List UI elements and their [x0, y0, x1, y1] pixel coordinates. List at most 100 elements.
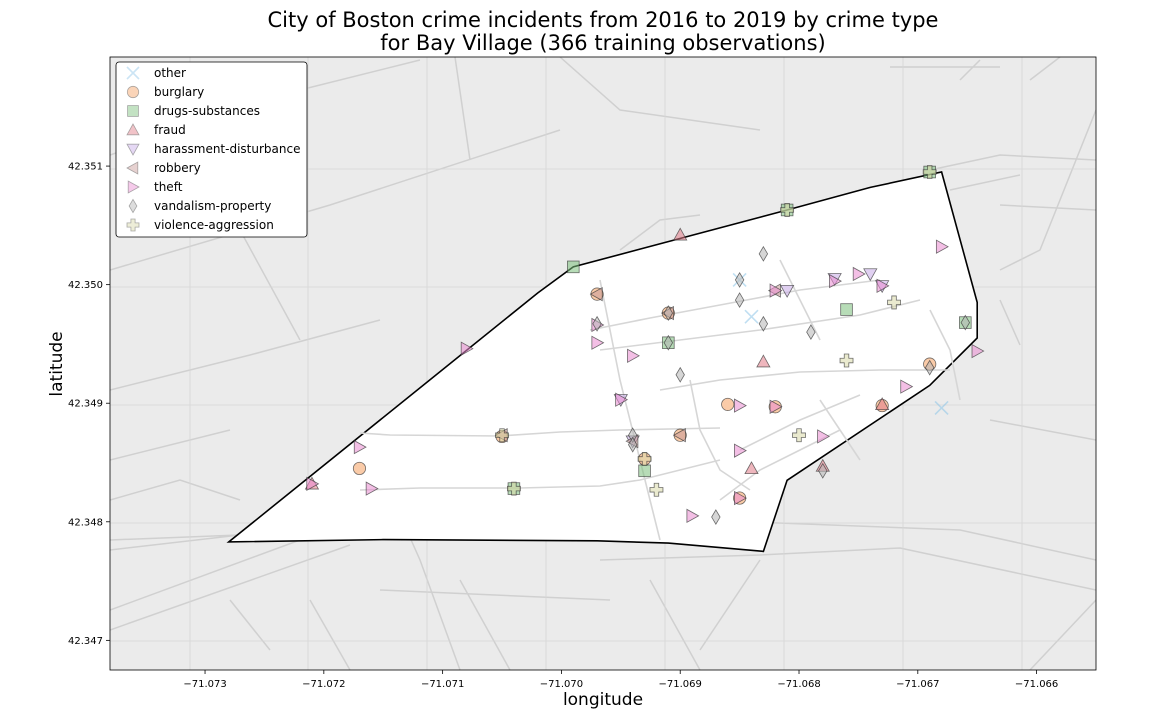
- chart-title-line2: for Bay Village (366 training observatio…: [380, 31, 825, 55]
- point-violence-aggression-8: [495, 428, 509, 443]
- point-drugs-substances-2: [840, 303, 853, 316]
- x-tick-label: −71.066: [1015, 679, 1058, 690]
- point-fraud-3: [673, 227, 688, 241]
- point-theft-11: [353, 439, 367, 455]
- legend-label-drugs-substances: drugs-substances: [154, 104, 260, 118]
- point-other-1: [744, 309, 759, 324]
- x-axis-ticks: −71.073 −71.072 −71.071 −71.070 −71.069 −71.0…: [183, 670, 1058, 690]
- point-fraud-1: [744, 461, 759, 475]
- point-violence-aggression-1: [922, 165, 937, 179]
- x-tick-label: −71.069: [659, 679, 702, 690]
- legend-marker-other: [126, 66, 140, 80]
- point-burglary-0: [352, 461, 367, 476]
- x-axis-label: longitude: [563, 690, 643, 710]
- point-vandalism-property-12: [663, 334, 674, 351]
- x-tick-label: −71.073: [183, 679, 226, 690]
- point-vandalism-property-9: [628, 436, 638, 453]
- legend-label-harassment-disturbance: harassment-disturbance: [154, 142, 300, 156]
- point-theft-14: [686, 508, 700, 524]
- point-theft-7: [817, 429, 831, 444]
- point-other-2: [934, 400, 949, 416]
- point-theft-12: [365, 481, 379, 496]
- point-theft-17: [876, 278, 890, 294]
- y-axis-ticks: 42.347 42.348 42.349 42.350 42.351: [68, 162, 110, 647]
- point-theft-19: [829, 273, 842, 289]
- point-harassment-disturbance-1: [863, 268, 878, 282]
- legend-marker-drugs-substances: [127, 105, 139, 117]
- point-theft-5: [734, 443, 747, 458]
- y-tick-label: 42.347: [68, 636, 103, 647]
- point-theft-2: [615, 392, 629, 407]
- point-robbery-1: [672, 428, 686, 443]
- y-axis-label: latitude: [47, 331, 67, 396]
- point-vandalism-property-7: [675, 366, 685, 383]
- point-robbery-5: [589, 286, 603, 302]
- legend-label-vandalism-property: vandalism-property: [154, 199, 271, 213]
- x-tick-label: −71.071: [421, 679, 464, 690]
- point-theft-9: [971, 343, 985, 359]
- point-fraud-0: [756, 354, 771, 368]
- axes-frame: [109, 56, 1097, 671]
- legend-marker-violence-aggression: [126, 218, 140, 232]
- point-violence-aggression-4: [649, 482, 664, 497]
- legend-marker-burglary: [126, 85, 140, 99]
- legend-label-fraud: fraud: [154, 123, 186, 137]
- y-tick-label: 42.349: [68, 399, 103, 410]
- point-violence-aggression-7: [887, 295, 901, 310]
- point-theft-16: [769, 283, 783, 298]
- point-vandalism-property-5: [924, 359, 935, 376]
- legend-marker-vandalism-property: [128, 198, 138, 214]
- point-theft-1: [591, 335, 605, 350]
- x-tick-label: −71.072: [302, 679, 345, 690]
- x-tick-label: −71.068: [777, 679, 820, 690]
- bay-village-boundary: [226, 171, 979, 553]
- point-theft-3: [627, 348, 641, 363]
- point-theft-10: [935, 239, 949, 254]
- point-theft-8: [900, 379, 914, 394]
- point-vandalism-property-1: [734, 271, 745, 288]
- legend-label-theft: theft: [154, 180, 183, 194]
- point-violence-aggression-6: [839, 353, 854, 368]
- legend-marker-robbery: [126, 161, 139, 175]
- point-violence-aggression-5: [792, 428, 806, 443]
- point-theft-0: [460, 341, 474, 356]
- y-tick-label: 42.348: [68, 517, 103, 528]
- point-vandalism-property-13: [818, 462, 828, 479]
- point-burglary-9: [721, 397, 735, 411]
- y-tick-label: 42.351: [68, 162, 103, 173]
- point-theft-6: [769, 399, 783, 414]
- legend-label-other: other: [154, 66, 186, 80]
- legend-marker-fraud: [126, 123, 140, 136]
- legend: other burglary drugs-substances fraud harass…: [115, 61, 308, 238]
- point-drugs-substances-4: [567, 260, 580, 274]
- x-tick-label: −71.067: [896, 679, 939, 690]
- point-harassment-disturbance-0: [779, 284, 795, 298]
- point-vandalism-property-10: [592, 315, 602, 332]
- point-theft-13: [306, 476, 320, 492]
- point-vandalism-property-0: [758, 245, 769, 262]
- point-vandalism-property-14: [960, 314, 971, 331]
- x-tick-label: −71.070: [540, 679, 583, 690]
- point-drugs-substances-0: [638, 464, 651, 478]
- legend-marker-harassment-disturbance: [126, 143, 140, 156]
- legend-box: [115, 61, 308, 238]
- legend-label-robbery: robbery: [154, 161, 201, 175]
- point-violence-aggression-2: [507, 481, 521, 496]
- point-theft-4: [734, 398, 747, 413]
- legend-marker-theft: [127, 180, 140, 194]
- point-theft-20: [734, 490, 747, 506]
- point-vandalism-property-2: [734, 292, 745, 309]
- point-violence-aggression-3: [637, 452, 652, 466]
- point-vandalism-property-3: [758, 315, 769, 332]
- y-tick-label: 42.350: [68, 280, 103, 291]
- inner-streets: [359, 259, 961, 541]
- chart-title-line1: City of Boston crime incidents from 2016…: [268, 8, 939, 32]
- point-fraud-5: [874, 397, 890, 411]
- data-points: [304, 165, 985, 525]
- point-vandalism-property-4: [806, 324, 816, 341]
- point-vandalism-property-6: [711, 509, 721, 525]
- point-theft-18: [852, 266, 866, 282]
- legend-label-violence-aggression: violence-aggression: [154, 218, 274, 232]
- point-violence-aggression-0: [780, 203, 795, 217]
